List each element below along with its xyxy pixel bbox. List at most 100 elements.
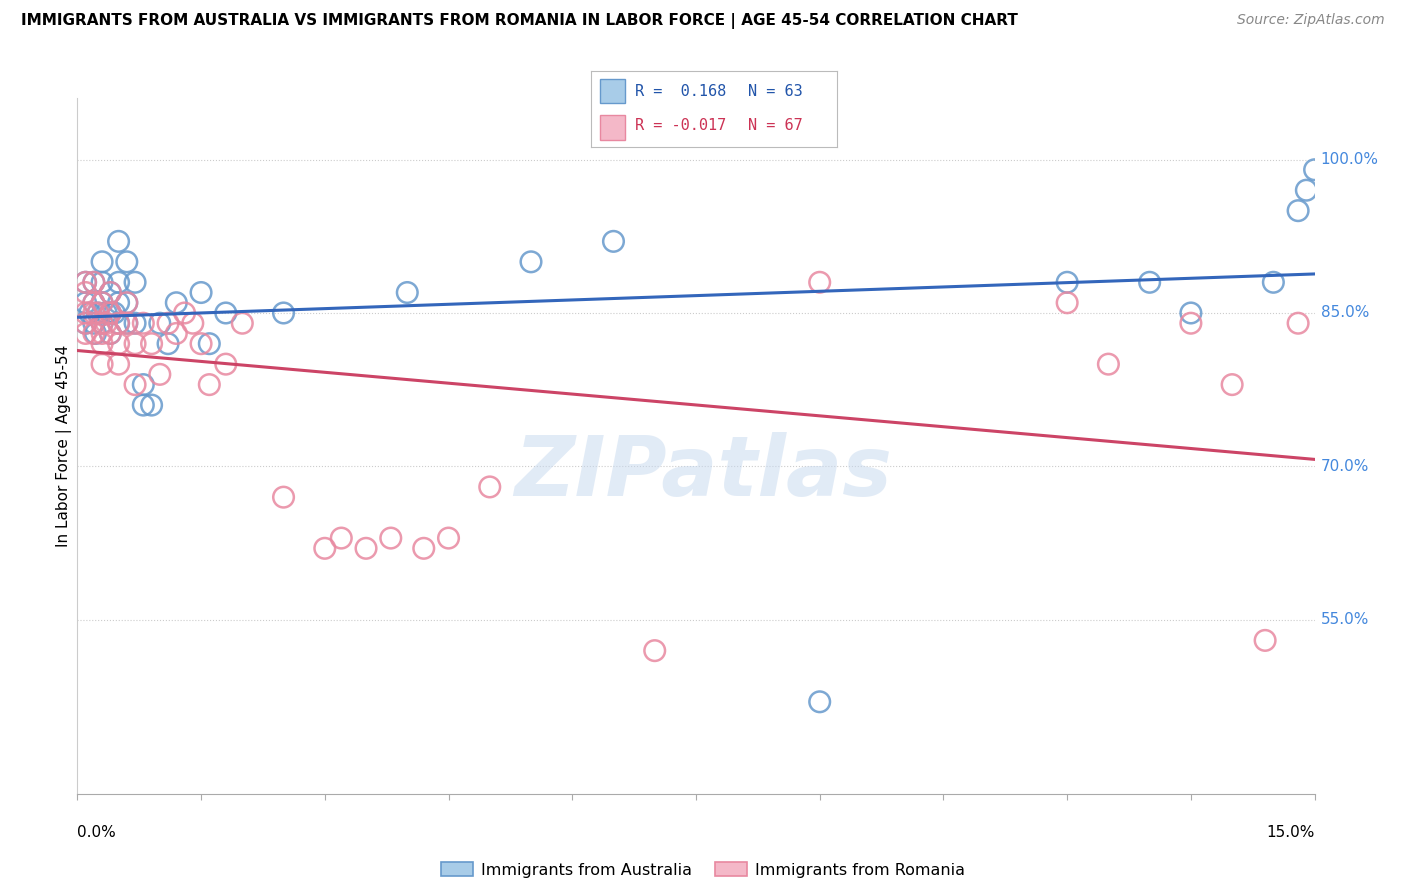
Point	[1220, 377, 1243, 392]
Point	[98, 326, 121, 341]
Point	[98, 285, 121, 300]
Point	[330, 531, 353, 545]
Point	[75, 275, 97, 289]
Point	[75, 295, 97, 310]
Point	[75, 316, 97, 330]
Text: R =  0.168: R = 0.168	[636, 85, 725, 99]
Text: 0.0%: 0.0%	[77, 825, 117, 840]
Point	[181, 316, 204, 330]
Point	[354, 541, 377, 556]
Point	[83, 295, 105, 310]
Point	[91, 275, 114, 289]
Point	[141, 336, 163, 351]
Point	[1303, 162, 1326, 177]
Y-axis label: In Labor Force | Age 45-54: In Labor Force | Age 45-54	[56, 345, 72, 547]
Point	[115, 295, 138, 310]
Point	[478, 480, 501, 494]
Point	[132, 316, 155, 330]
Point	[75, 306, 97, 320]
Point	[91, 316, 114, 330]
Point	[132, 377, 155, 392]
Point	[98, 326, 121, 341]
Text: Source: ZipAtlas.com: Source: ZipAtlas.com	[1237, 13, 1385, 28]
Point	[83, 326, 105, 341]
Point	[1180, 316, 1202, 330]
Point	[1056, 275, 1078, 289]
Point	[83, 275, 105, 289]
Point	[98, 306, 121, 320]
Text: IMMIGRANTS FROM AUSTRALIA VS IMMIGRANTS FROM ROMANIA IN LABOR FORCE | AGE 45-54 : IMMIGRANTS FROM AUSTRALIA VS IMMIGRANTS …	[21, 13, 1018, 29]
Point	[149, 368, 172, 382]
Point	[115, 316, 138, 330]
Point	[98, 306, 121, 320]
Point	[273, 306, 295, 320]
Point	[132, 398, 155, 412]
Point	[190, 285, 212, 300]
Point	[91, 326, 114, 341]
Point	[103, 306, 125, 320]
FancyBboxPatch shape	[600, 79, 624, 103]
Point	[808, 275, 831, 289]
Point	[231, 316, 253, 330]
Point	[107, 336, 129, 351]
Point	[115, 255, 138, 269]
Point	[83, 275, 105, 289]
Point	[75, 275, 97, 289]
Point	[83, 316, 105, 330]
Text: N = 63: N = 63	[748, 85, 803, 99]
Point	[157, 336, 180, 351]
Point	[215, 357, 238, 371]
Point	[79, 306, 101, 320]
Text: 100.0%: 100.0%	[1320, 152, 1379, 167]
Point	[91, 295, 114, 310]
Point	[115, 295, 138, 310]
FancyBboxPatch shape	[600, 115, 624, 140]
Point	[91, 295, 114, 310]
Text: 15.0%: 15.0%	[1267, 825, 1315, 840]
Point	[198, 336, 221, 351]
Point	[165, 295, 187, 310]
Point	[1286, 203, 1309, 218]
Point	[1056, 295, 1078, 310]
Point	[1254, 633, 1277, 648]
Point	[215, 306, 238, 320]
Point	[91, 316, 114, 330]
Point	[75, 316, 97, 330]
Point	[107, 275, 129, 289]
Point	[602, 235, 624, 249]
Point	[173, 306, 195, 320]
Point	[75, 285, 97, 300]
Point	[124, 275, 146, 289]
Text: N = 67: N = 67	[748, 119, 803, 134]
Point	[115, 316, 138, 330]
Point	[412, 541, 434, 556]
Point	[520, 255, 543, 269]
Point	[1286, 316, 1309, 330]
Point	[1097, 357, 1119, 371]
Point	[149, 316, 172, 330]
Point	[396, 285, 419, 300]
Text: ZIPatlas: ZIPatlas	[515, 433, 891, 513]
Point	[83, 295, 105, 310]
Point	[107, 357, 129, 371]
Point	[91, 336, 114, 351]
Point	[124, 377, 146, 392]
Point	[165, 326, 187, 341]
Text: 55.0%: 55.0%	[1320, 613, 1369, 627]
Point	[380, 531, 402, 545]
Point	[91, 357, 114, 371]
Point	[107, 316, 129, 330]
Point	[141, 398, 163, 412]
Point	[107, 295, 129, 310]
Point	[87, 306, 110, 320]
Point	[1295, 183, 1317, 197]
Point	[157, 316, 180, 330]
Point	[83, 306, 105, 320]
Point	[808, 695, 831, 709]
Point	[84, 326, 107, 341]
Point	[644, 643, 666, 657]
Point	[190, 336, 212, 351]
Point	[198, 377, 221, 392]
Text: R = -0.017: R = -0.017	[636, 119, 725, 134]
Point	[124, 336, 146, 351]
